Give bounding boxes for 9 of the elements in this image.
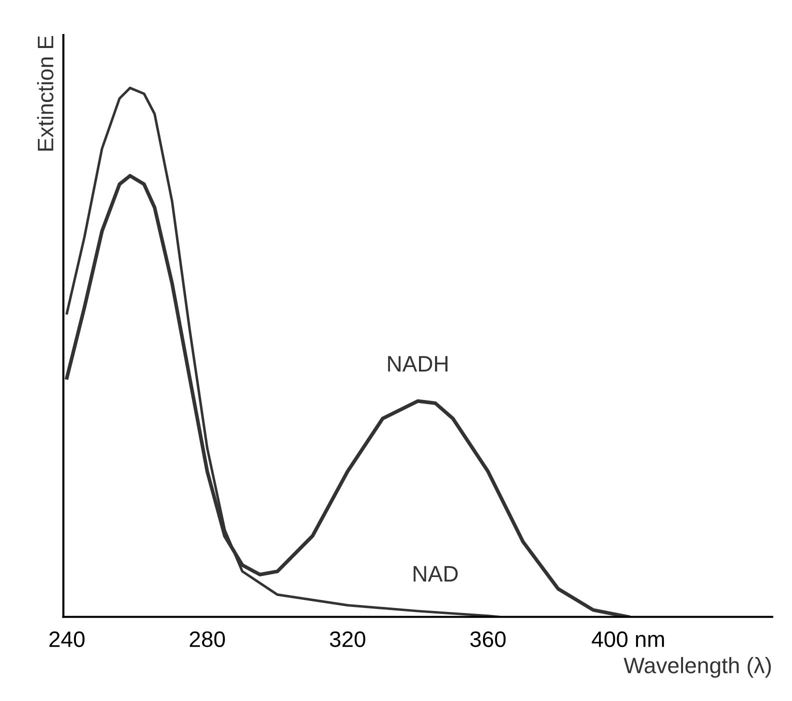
- y-axis-title: Extinction E: [37, 36, 54, 151]
- x-tick-label: 240: [49, 631, 85, 648]
- annotation: NADH: [388, 356, 448, 372]
- annotation: NAD: [414, 566, 458, 582]
- x-tick-label: 400 nm: [592, 631, 664, 648]
- x-tick-label: 280: [190, 631, 225, 648]
- x-axis-title: Wavelength (λ): [624, 657, 771, 678]
- x-tick-label: 360: [470, 631, 506, 648]
- x-tick-label: 320: [330, 631, 366, 648]
